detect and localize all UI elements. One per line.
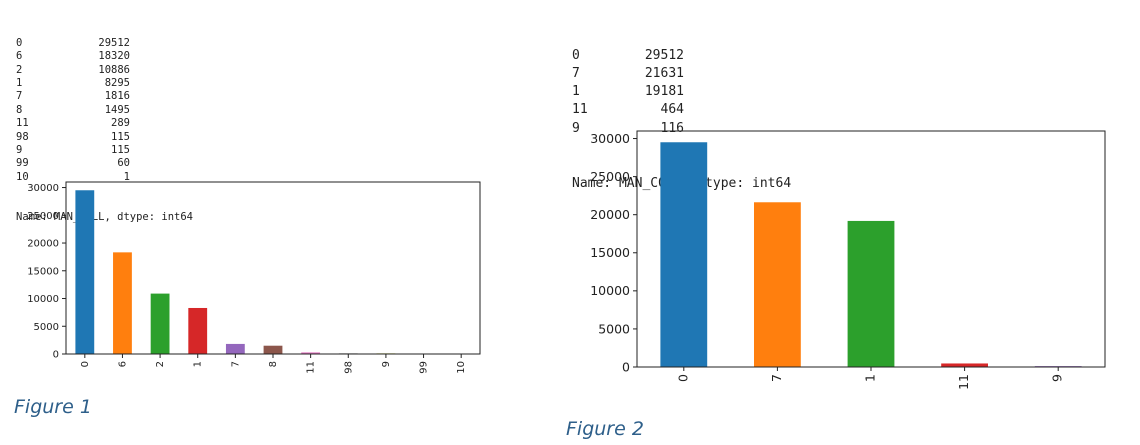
value-count-row: 1 8295 — [16, 77, 193, 90]
bar-0 — [660, 142, 708, 367]
x-tick-label: 10 — [456, 361, 467, 374]
x-tick-label: 6 — [117, 361, 128, 367]
x-tick-label: 1 — [863, 374, 878, 382]
value-count-row: 2 10886 — [16, 64, 193, 77]
value-count-value: 19181 — [644, 84, 684, 100]
value-count-key: 7 — [572, 65, 580, 81]
value-count-value: 18320 — [98, 50, 130, 63]
x-tick-label: 99 — [419, 361, 430, 374]
value-count-row: 1 19181 — [572, 83, 791, 101]
value-count-key: 11 — [16, 117, 29, 130]
y-tick-label: 20000 — [590, 207, 630, 222]
x-tick-label: 7 — [769, 374, 784, 382]
bar-0 — [75, 190, 95, 354]
value-count-key: 1 — [572, 84, 580, 100]
bar-7 — [225, 343, 245, 354]
value-count-row: 9 115 — [16, 144, 193, 157]
value-counts-output: 0 29512 6 18320 2 10886 1 8295 7 1816 8 1495 11 289 98… — [16, 10, 193, 251]
bar-1 — [847, 220, 895, 367]
bar-8 — [263, 345, 283, 354]
bar-2 — [150, 293, 170, 354]
value-count-row: 0 29512 — [572, 47, 791, 65]
x-tick-label: 98 — [343, 361, 354, 374]
value-count-row: 8 1495 — [16, 104, 193, 117]
value-count-value: 21631 — [644, 65, 684, 81]
value-count-value: 115 — [111, 130, 130, 143]
y-tick-label: 0 — [622, 359, 630, 374]
value-count-value: 29512 — [98, 36, 130, 49]
y-tick-label: 20000 — [27, 239, 59, 250]
value-count-key: 99 — [16, 157, 29, 170]
series-name-line: Name: MAN_COLL, dtype: int64 — [16, 210, 194, 223]
y-tick-label: 30000 — [590, 131, 630, 146]
bar-chart-figure-1: 0 5000 10000 15000 20000 25000 30000 0 6 2 1 7 8 11 98… — [27, 181, 481, 374]
value-count-key: 0 — [16, 36, 23, 49]
value-count-key: 98 — [16, 130, 29, 143]
value-count-key: 9 — [16, 143, 23, 156]
value-count-row: 98 115 — [16, 131, 193, 144]
y-tick-label: 0 — [53, 350, 59, 361]
bar-7 — [754, 202, 801, 367]
x-tick-label: 11 — [956, 374, 971, 390]
value-count-value: 8295 — [104, 76, 130, 89]
y-tick-label: 30000 — [27, 183, 59, 194]
bar-11 — [941, 363, 988, 367]
figure-caption: Figure 2 — [566, 418, 644, 440]
value-count-row: 9 116 — [572, 120, 791, 138]
value-count-value: 10886 — [98, 63, 130, 76]
bar-11 — [301, 352, 321, 354]
y-tick-label: 25000 — [27, 211, 59, 222]
x-tick-label: 8 — [268, 361, 279, 367]
value-count-row: 7 21631 — [572, 65, 791, 83]
value-count-key: 7 — [16, 90, 23, 103]
y-tick-label: 5000 — [34, 322, 59, 333]
value-count-row: 11 289 — [16, 117, 193, 130]
value-count-key: 9 — [572, 120, 580, 136]
y-tick-label: 10000 — [27, 294, 59, 305]
value-count-key: 2 — [16, 63, 23, 76]
value-count-value: 289 — [111, 117, 130, 130]
value-count-value: 116 — [660, 120, 684, 136]
y-tick-label: 15000 — [590, 245, 630, 260]
value-count-key: 6 — [16, 50, 23, 63]
y-tick-label: 10000 — [590, 283, 630, 298]
value-count-row: 11 464 — [572, 101, 791, 119]
value-count-value: 1816 — [104, 90, 130, 103]
value-count-value: 1495 — [104, 103, 130, 116]
value-count-row: 7 1816 — [16, 90, 193, 103]
value-count-row: 99 60 — [16, 157, 193, 170]
x-tick-label: 11 — [306, 361, 317, 374]
value-count-value: 115 — [111, 143, 130, 156]
y-tick-label: 5000 — [598, 321, 630, 336]
value-count-row: 10 1 — [16, 171, 193, 184]
value-count-value: 29512 — [644, 47, 684, 63]
value-count-key: 0 — [572, 47, 580, 63]
x-tick-label: 0 — [675, 374, 690, 382]
value-count-row: 6 18320 — [16, 50, 193, 63]
value-count-key: 1 — [16, 76, 23, 89]
x-tick-label: 1 — [193, 361, 204, 367]
value-count-key: 8 — [16, 103, 23, 116]
x-tick-label: 2 — [155, 361, 166, 367]
bar-1 — [188, 307, 208, 354]
value-count-key: 10 — [16, 170, 29, 183]
x-tick-label: 9 — [381, 361, 392, 367]
value-count-value: 1 — [123, 170, 130, 183]
value-count-row: 0 29512 — [16, 37, 193, 50]
value-count-value: 60 — [117, 157, 130, 170]
value-count-key: 11 — [572, 102, 588, 118]
figure-caption: Figure 1 — [14, 396, 92, 418]
value-count-value: 464 — [660, 102, 684, 118]
x-tick-label: 7 — [230, 361, 241, 367]
x-tick-label: 9 — [1050, 374, 1065, 382]
x-tick-label: 0 — [80, 361, 91, 367]
y-tick-label: 25000 — [590, 169, 630, 184]
figure-1-panel: 0 29512 6 18320 2 10886 1 8295 7 1816 8 1495 11 289 98… — [0, 0, 560, 445]
bar-6 — [113, 252, 132, 354]
figure-2-panel: 0 29512 7 21631 1 19181 11 464 9 116 Name: MAN_CO… — [560, 0, 1140, 445]
y-tick-label: 15000 — [27, 266, 59, 277]
